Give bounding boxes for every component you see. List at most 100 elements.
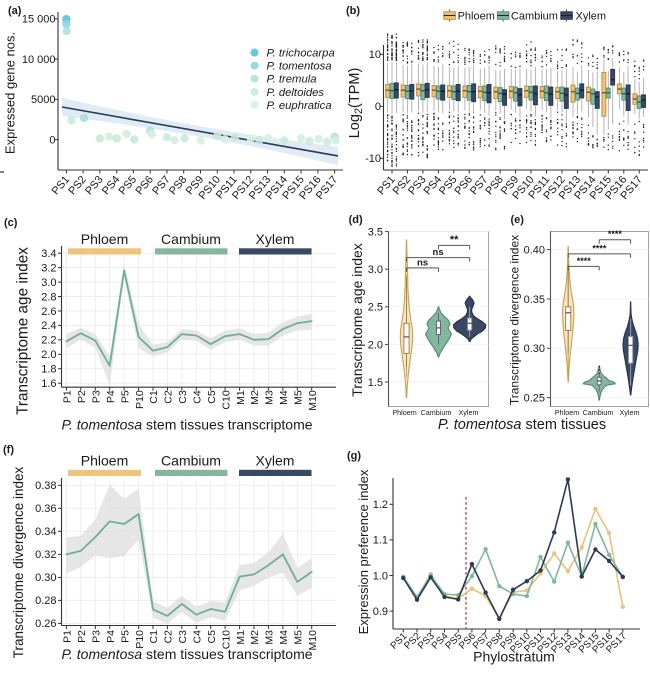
svg-text:1.2: 1.2: [373, 499, 388, 511]
svg-text:M10: M10: [307, 390, 319, 411]
svg-text:1.5: 1.5: [368, 377, 383, 389]
svg-text:3.0: 3.0: [368, 264, 383, 276]
svg-text:C2: C2: [163, 390, 175, 404]
svg-text:Transcriptome age index: Transcriptome age index: [349, 243, 365, 397]
svg-text:P. tomentosa stem tissues tran: P. tomentosa stem tissues transcriptome: [61, 646, 312, 662]
svg-text:(a): (a): [8, 5, 22, 17]
svg-text:0: 0: [375, 101, 381, 113]
svg-text:P. deltoides: P. deltoides: [267, 87, 325, 99]
svg-text:P. tomentosa stem tissues tran: P. tomentosa stem tissues transcriptome: [61, 417, 312, 433]
svg-text:Cambium: Cambium: [161, 453, 221, 469]
svg-text:0.40: 0.40: [524, 245, 545, 257]
svg-text:P. tomentosa stem tissues: P. tomentosa stem tissues: [438, 417, 606, 433]
svg-text:1.1: 1.1: [373, 535, 388, 547]
svg-text:**: **: [450, 234, 459, 246]
svg-text:(d): (d): [349, 214, 363, 226]
svg-text:(e): (e): [511, 214, 525, 226]
svg-text:2.6: 2.6: [41, 306, 56, 318]
svg-text:Xylem: Xylem: [256, 231, 295, 247]
svg-text:2.2: 2.2: [41, 335, 56, 347]
svg-text:P5: P5: [119, 630, 131, 643]
svg-text:Xylem: Xylem: [459, 408, 479, 417]
svg-text:Cambium: Cambium: [511, 10, 558, 22]
svg-text:M4: M4: [278, 390, 290, 405]
svg-text:10: 10: [369, 49, 381, 61]
svg-text:ns: ns: [433, 247, 444, 258]
svg-text:C3: C3: [177, 390, 189, 404]
svg-text:****: ****: [592, 243, 607, 253]
svg-text:2.4: 2.4: [41, 320, 56, 332]
svg-text:C5: C5: [206, 630, 218, 644]
svg-text:3.4: 3.4: [41, 248, 56, 260]
svg-text:Log2(TPM): Log2(TPM): [347, 68, 365, 139]
svg-text:M4: M4: [278, 630, 290, 645]
svg-text:0.30: 0.30: [35, 572, 56, 584]
svg-text:Phloem: Phloem: [392, 408, 416, 417]
svg-text:0.35: 0.35: [524, 294, 545, 306]
svg-text:P. trichocarpa: P. trichocarpa: [267, 48, 335, 60]
svg-text:P2: P2: [76, 390, 88, 403]
svg-text:Xylem: Xylem: [576, 10, 607, 22]
svg-text:10 000: 10 000: [22, 54, 56, 66]
svg-text:0.26: 0.26: [35, 618, 56, 630]
svg-text:Phloem: Phloem: [458, 10, 495, 22]
svg-text:1.0: 1.0: [373, 570, 388, 582]
svg-text:Cambium: Cambium: [583, 408, 614, 417]
svg-text:Transcriptome divergence index: Transcriptome divergence index: [508, 235, 522, 405]
svg-text:P2: P2: [76, 630, 88, 643]
svg-text:P4: P4: [105, 630, 117, 643]
svg-text:0.30: 0.30: [524, 343, 545, 355]
svg-text:C1: C1: [148, 390, 160, 404]
svg-text:P5: P5: [119, 390, 131, 403]
svg-text:2.8: 2.8: [41, 291, 56, 303]
svg-text:Expressed gene nos.: Expressed gene nos.: [3, 32, 18, 154]
svg-text:(b): (b): [346, 5, 360, 17]
svg-text:(c): (c): [4, 217, 18, 229]
svg-text:3.2: 3.2: [41, 262, 56, 274]
svg-text:M2: M2: [249, 390, 261, 405]
svg-text:0.32: 0.32: [35, 549, 56, 561]
svg-text:0.36: 0.36: [35, 503, 56, 515]
svg-text:M10: M10: [307, 630, 319, 651]
svg-text:ns: ns: [417, 257, 428, 268]
svg-text:Xylem: Xylem: [620, 408, 640, 417]
svg-text:P1: P1: [62, 630, 74, 643]
svg-text:Xylem: Xylem: [256, 453, 295, 469]
svg-text:Cambium: Cambium: [421, 408, 452, 417]
svg-text:0.34: 0.34: [35, 526, 56, 538]
svg-text:M1: M1: [235, 630, 247, 645]
svg-text:P3: P3: [91, 390, 103, 403]
svg-text:M3: M3: [264, 390, 276, 405]
svg-text:P3: P3: [91, 630, 103, 643]
svg-text:Phylostratum: Phylostratum: [473, 649, 555, 665]
svg-text:3.5: 3.5: [368, 227, 383, 239]
svg-text:Transcriptome divergence index: Transcriptome divergence index: [11, 466, 26, 658]
svg-text:P1: P1: [62, 390, 74, 403]
svg-text:0.28: 0.28: [35, 595, 56, 607]
svg-text:****: ****: [577, 256, 592, 266]
svg-text:Phloem: Phloem: [555, 408, 579, 417]
svg-text:5000: 5000: [31, 94, 55, 106]
svg-text:15 000: 15 000: [22, 14, 56, 26]
svg-text:C4: C4: [192, 630, 204, 644]
svg-text:C10: C10: [220, 630, 232, 649]
svg-text:M1: M1: [235, 390, 247, 405]
svg-text:Transcriptome age index: Transcriptome age index: [15, 247, 32, 415]
svg-text:Phloem: Phloem: [81, 231, 128, 247]
svg-text:C2: C2: [163, 630, 175, 644]
svg-text:C1: C1: [148, 630, 160, 644]
svg-text:P4: P4: [105, 390, 117, 403]
svg-text:Cambium: Cambium: [161, 231, 221, 247]
svg-text:M5: M5: [293, 390, 305, 405]
svg-text:C10: C10: [220, 390, 232, 409]
svg-text:M3: M3: [264, 630, 276, 645]
svg-text:2.0: 2.0: [41, 349, 56, 361]
svg-text:Expression preference index: Expression preference index: [356, 469, 371, 634]
svg-text:1.6: 1.6: [41, 378, 56, 390]
svg-text:P. tremula: P. tremula: [267, 74, 317, 86]
svg-text:P10: P10: [134, 630, 146, 649]
svg-text:M5: M5: [293, 630, 305, 645]
svg-text:3.0: 3.0: [41, 277, 56, 289]
svg-text:-10: -10: [365, 153, 381, 165]
svg-text:P. tomentosa: P. tomentosa: [267, 61, 332, 73]
